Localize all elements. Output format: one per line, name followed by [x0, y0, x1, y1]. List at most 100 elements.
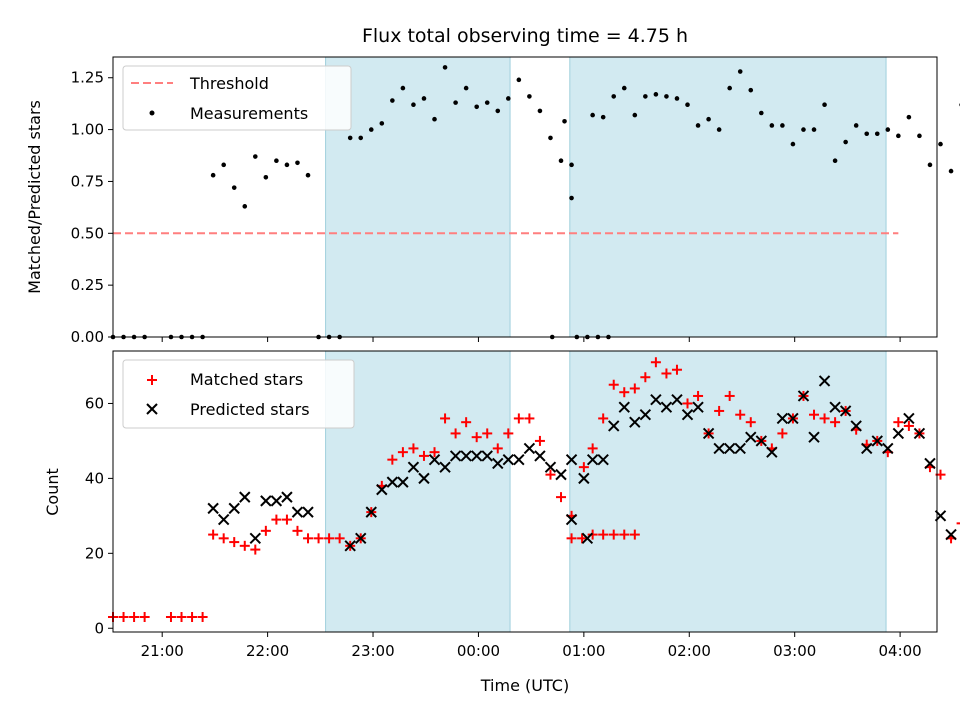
x-tick-label: 21:00 — [141, 642, 184, 660]
predicted-star-point — [578, 472, 590, 485]
matched-star-point — [661, 368, 672, 379]
measurement-point — [906, 114, 912, 120]
predicted-star-point — [892, 427, 905, 440]
matched-star-point — [777, 428, 788, 439]
predicted-star-point — [492, 457, 504, 470]
matched-star-point — [745, 417, 756, 428]
measurement-point — [864, 131, 870, 137]
matched-star-point — [271, 514, 282, 525]
bottom-x-ticks: 21:00 22:00 23:00 00:00 01:00 02:00 03:00 04:00 — [141, 632, 922, 660]
measurement-point — [938, 141, 943, 147]
predicted-star-point — [671, 393, 683, 406]
measurement-point — [748, 87, 754, 93]
matched-star-point — [566, 533, 577, 544]
predicted-star-point — [945, 528, 957, 541]
measurement-point — [421, 96, 427, 101]
measurement-point — [790, 141, 796, 147]
measurement-point — [664, 94, 669, 99]
matched-star-point — [556, 492, 567, 503]
matched-star-point — [608, 529, 619, 540]
measurement-point — [569, 162, 574, 168]
legend-matched-label: Matched stars — [190, 370, 303, 389]
predicted-star-point — [913, 427, 926, 440]
measurement-point — [562, 118, 567, 124]
matched-star-point — [629, 383, 640, 394]
measurement-point — [811, 127, 817, 132]
top-panel: 0.00 0.25 0.50 0.75 1.00 1.25 Matched/Predict… — [25, 56, 960, 346]
predicted-star-point — [839, 405, 852, 417]
matched-star-point — [450, 428, 461, 439]
matched-star-point — [118, 612, 129, 623]
measurement-point — [305, 172, 311, 178]
predicted-star-point — [882, 442, 894, 455]
x-tick-label: 02:00 — [668, 642, 711, 660]
matched-star-point — [218, 533, 229, 544]
matched-star-point — [956, 522, 960, 525]
matched-star-point — [250, 544, 261, 555]
predicted-star-point — [418, 472, 430, 485]
y-tick-label: 0.25 — [71, 276, 104, 294]
matched-star-point — [165, 612, 176, 623]
predicted-star-point — [850, 420, 862, 432]
measurement-point — [569, 195, 574, 201]
predicted-star-point — [228, 502, 240, 515]
predicted-star-point — [260, 495, 272, 507]
measurement-point — [474, 104, 479, 110]
count-points — [108, 357, 960, 623]
matched-star-point — [208, 529, 219, 540]
y-tick-label: 0.00 — [71, 328, 104, 346]
matched-star-point — [482, 428, 493, 439]
measurement-point — [843, 139, 848, 145]
predicted-star-point — [660, 401, 673, 413]
measurement-point — [253, 154, 258, 159]
matched-star-point — [682, 398, 693, 409]
predicted-star-point — [818, 375, 831, 387]
predicted-star-point — [903, 412, 915, 425]
measurement-point — [527, 94, 532, 99]
matched-star-point — [197, 612, 208, 623]
measurement-point — [832, 158, 838, 164]
measurement-point — [390, 98, 395, 103]
matched-star-point — [129, 612, 140, 623]
measurement-point — [896, 133, 901, 139]
x-tick-label: 23:00 — [351, 642, 394, 660]
matched-star-point — [524, 413, 535, 424]
measurement-point — [263, 174, 269, 180]
matched-star-point — [619, 387, 630, 398]
bottom-legend: Matched stars Predicted stars — [122, 359, 355, 429]
matched-star-point — [313, 533, 324, 544]
legend-measurements-label: Measurements — [190, 104, 308, 123]
predicted-star-point — [629, 416, 641, 428]
measurement-point — [590, 112, 595, 118]
measurement-point — [632, 112, 638, 118]
predicted-star-point — [355, 532, 367, 545]
legend-predicted-swatch — [146, 403, 158, 415]
measurement-point — [643, 94, 648, 99]
measurement-point — [885, 127, 891, 132]
measurement-point — [558, 158, 564, 164]
predicted-star-point — [449, 450, 462, 462]
predicted-star-point — [755, 435, 768, 447]
measurement-point — [274, 158, 279, 164]
measurement-point — [442, 65, 448, 70]
predicted-star-point — [470, 450, 483, 462]
top-y-ticks: 0.00 0.25 0.50 0.75 1.00 1.25 — [71, 69, 113, 346]
predicted-star-point — [702, 427, 715, 440]
matched-star-point — [139, 612, 150, 623]
predicted-star-point — [481, 450, 493, 462]
measurement-point — [737, 69, 743, 74]
matched-star-point — [440, 413, 451, 424]
measurement-point — [948, 168, 954, 174]
predicted-star-point — [365, 506, 377, 518]
matched-star-point — [608, 379, 619, 390]
measurement-point — [432, 116, 437, 122]
measurement-point — [780, 123, 785, 128]
matched-star-point — [830, 417, 841, 428]
measurement-point — [874, 131, 880, 137]
predicted-star-point — [734, 442, 746, 455]
matched-star-point — [809, 409, 820, 420]
measurement-point — [411, 102, 416, 108]
measurement-point — [368, 127, 374, 132]
measurement-point — [853, 123, 859, 128]
